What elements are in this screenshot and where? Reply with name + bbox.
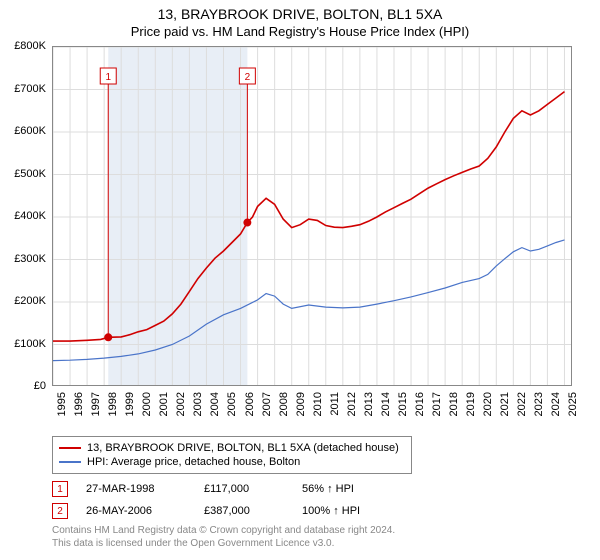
transaction-marker: 2	[52, 503, 68, 519]
x-tick-label: 2004	[209, 392, 221, 416]
x-tick-label: 2024	[550, 392, 562, 416]
x-tick-label: 2018	[448, 392, 460, 416]
table-row: 2 26-MAY-2006 £387,000 100% ↑ HPI	[52, 500, 382, 522]
footer: Contains HM Land Registry data © Crown c…	[52, 524, 395, 550]
x-tick-label: 1997	[90, 392, 102, 416]
x-tick-label: 1996	[73, 392, 85, 416]
transaction-table: 1 27-MAR-1998 £117,000 56% ↑ HPI 2 26-MA…	[52, 478, 382, 522]
y-tick-label: £500K	[14, 168, 46, 180]
transaction-price: £387,000	[204, 505, 284, 517]
x-tick-label: 2012	[346, 392, 358, 416]
y-tick-label: £100K	[14, 338, 46, 350]
legend-item: HPI: Average price, detached house, Bolt…	[59, 455, 405, 469]
x-tick-label: 2008	[278, 392, 290, 416]
x-axis-labels: 1995 1996 1997 1998 1999 2000 2001 2002 2003 2004…	[52, 388, 572, 434]
y-tick-label: £600K	[14, 125, 46, 137]
legend-item: 13, BRAYBROOK DRIVE, BOLTON, BL1 5XA (de…	[59, 441, 405, 455]
x-tick-label: 2023	[533, 392, 545, 416]
x-tick-label: 2005	[226, 392, 238, 416]
x-tick-label: 2025	[567, 392, 579, 416]
legend-swatch	[59, 447, 81, 449]
y-tick-label: £800K	[14, 40, 46, 52]
x-tick-label: 1998	[107, 392, 119, 416]
x-tick-label: 2013	[363, 392, 375, 416]
x-tick-label: 2009	[295, 392, 307, 416]
transaction-price: £117,000	[204, 483, 284, 495]
x-tick-label: 2003	[192, 392, 204, 416]
y-tick-label: £0	[34, 380, 46, 392]
x-tick-label: 2016	[414, 392, 426, 416]
x-tick-label: 2015	[397, 392, 409, 416]
x-tick-label: 2011	[329, 392, 341, 416]
x-tick-label: 2000	[141, 392, 153, 416]
svg-text:1: 1	[105, 72, 111, 83]
legend-label: 13, BRAYBROOK DRIVE, BOLTON, BL1 5XA (de…	[87, 442, 399, 454]
y-tick-label: £400K	[14, 210, 46, 222]
footer-line: Contains HM Land Registry data © Crown c…	[52, 524, 395, 537]
x-tick-label: 2001	[158, 392, 170, 416]
footer-line: This data is licensed under the Open Gov…	[52, 537, 395, 550]
chart-svg: 12	[52, 46, 572, 386]
chart-container: 13, BRAYBROOK DRIVE, BOLTON, BL1 5XA Pri…	[0, 0, 600, 560]
x-tick-label: 2019	[465, 392, 477, 416]
transaction-date: 27-MAR-1998	[86, 483, 186, 495]
y-axis-labels: £0£100K£200K£300K£400K£500K£600K£700K£80…	[0, 46, 50, 386]
x-tick-label: 1999	[124, 392, 136, 416]
y-tick-label: £200K	[14, 295, 46, 307]
x-tick-label: 2021	[499, 392, 511, 416]
x-tick-label: 2002	[175, 392, 187, 416]
legend-label: HPI: Average price, detached house, Bolt…	[87, 456, 300, 468]
title-block: 13, BRAYBROOK DRIVE, BOLTON, BL1 5XA Pri…	[0, 0, 600, 39]
x-tick-label: 2022	[516, 392, 528, 416]
x-tick-label: 2007	[261, 392, 273, 416]
page-subtitle: Price paid vs. HM Land Registry's House …	[0, 24, 600, 39]
x-tick-label: 2020	[482, 392, 494, 416]
legend: 13, BRAYBROOK DRIVE, BOLTON, BL1 5XA (de…	[52, 436, 412, 474]
legend-swatch	[59, 461, 81, 463]
x-tick-label: 2006	[244, 392, 256, 416]
x-tick-label: 2014	[380, 392, 392, 416]
transaction-vs-hpi: 100% ↑ HPI	[302, 505, 382, 517]
y-tick-label: £700K	[14, 83, 46, 95]
page-title: 13, BRAYBROOK DRIVE, BOLTON, BL1 5XA	[0, 6, 600, 22]
svg-text:2: 2	[245, 72, 251, 83]
x-tick-label: 2010	[312, 392, 324, 416]
y-tick-label: £300K	[14, 253, 46, 265]
transaction-vs-hpi: 56% ↑ HPI	[302, 483, 382, 495]
x-tick-label: 2017	[431, 392, 443, 416]
transaction-date: 26-MAY-2006	[86, 505, 186, 517]
table-row: 1 27-MAR-1998 £117,000 56% ↑ HPI	[52, 478, 382, 500]
transaction-marker: 1	[52, 481, 68, 497]
x-tick-label: 1995	[56, 392, 68, 416]
chart-area: 12	[52, 46, 572, 386]
